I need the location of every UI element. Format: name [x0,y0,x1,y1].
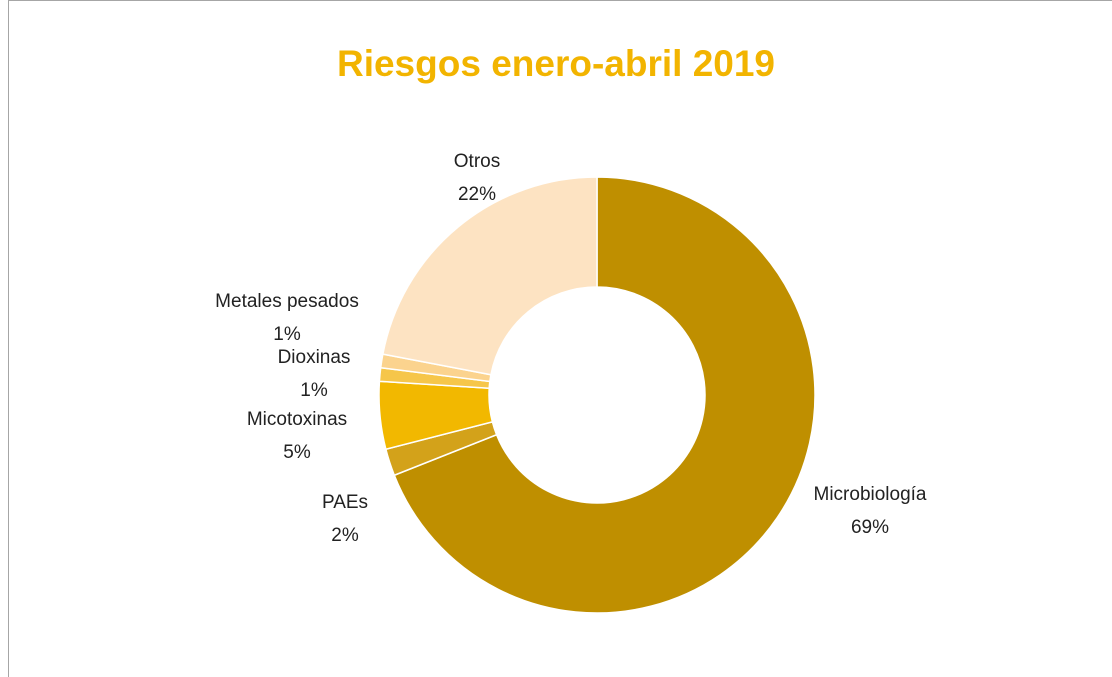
slice-label: Otros [454,151,500,172]
donut-slice [381,176,598,376]
slice-label: Micotoxinas [247,409,347,430]
slice-value-label: 22% [458,184,496,205]
slice-value-label: 1% [300,380,328,401]
slice-label: Metales pesados [215,291,359,312]
donut-slice [393,176,816,614]
slice-value-label: 5% [283,442,311,463]
slice-value-label: 2% [331,525,359,546]
slice-value-label: 69% [851,517,889,538]
slice-label: PAEs [322,492,368,513]
slice-label: Dioxinas [278,347,351,368]
chart-title: Riesgos enero-abril 2019 [337,43,775,84]
slice-label: Microbiología [814,484,927,505]
slice-value-label: 1% [273,324,301,345]
